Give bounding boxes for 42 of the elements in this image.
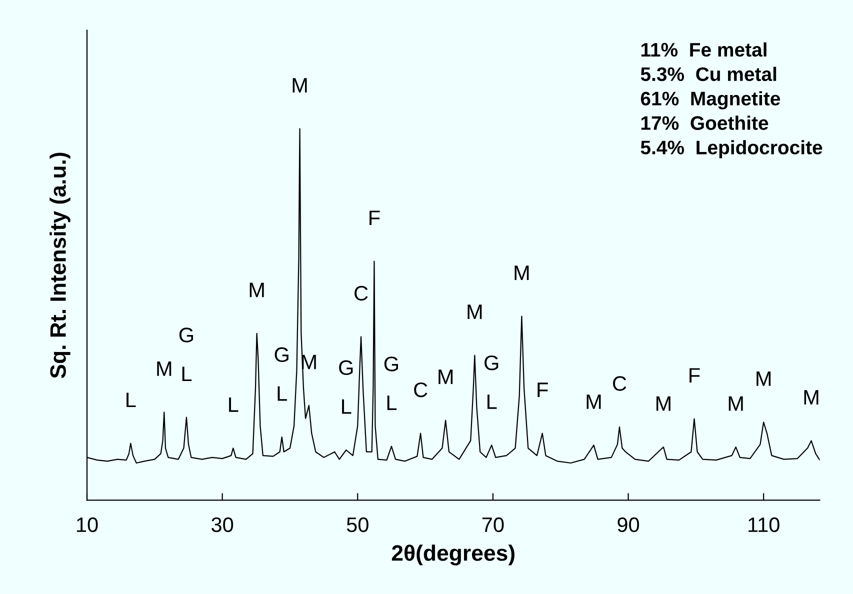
text: 5.3% Cu metal [640, 66, 776, 82]
annotation: 5.4% Lepidocrocite [640, 140, 822, 158]
x-tick-label: 110 [748, 517, 780, 532]
annotation: L [278, 386, 287, 401]
annotation: M [468, 304, 482, 320]
annotation: F [690, 368, 700, 383]
annotation: M [514, 266, 529, 280]
annotation: G [384, 356, 398, 372]
annotation: M [756, 372, 771, 386]
annotation: L [126, 392, 136, 408]
annotation: F [538, 382, 548, 398]
x-tick-label: 30 [212, 517, 234, 532]
annotation: C [613, 376, 626, 391]
annotation: M [438, 370, 453, 384]
annotation: G [274, 347, 288, 362]
annotation: L [342, 399, 352, 414]
annotation: F [370, 210, 380, 226]
annotation: M [656, 396, 670, 411]
x-tick-label: 70 [482, 517, 504, 532]
annotation: M [586, 394, 601, 409]
annotation: M [292, 78, 307, 92]
annotation: M [728, 396, 743, 411]
annotation: L [182, 366, 192, 382]
annotation: M [250, 282, 264, 298]
annotation: G [179, 328, 194, 342]
text: 11% Fe metal [641, 42, 766, 57]
annotation: M [157, 362, 172, 376]
annotation: G [484, 355, 498, 370]
x-tick-label: 10 [77, 517, 98, 532]
annotation: 17% Goethite [641, 116, 768, 130]
annotation: G [339, 360, 353, 376]
annotation: L [488, 394, 497, 409]
annotation: C [414, 382, 428, 398]
x-axis-title: 2θ(degrees) [392, 544, 514, 566]
y-axis-title: Sq. Rt. Intensity (a.u.) [50, 152, 70, 378]
annotation: L [387, 396, 397, 410]
text: 61% Magnetite [640, 91, 780, 110]
x-tick-label: 50 [346, 517, 368, 532]
x-tick-label: 90 [618, 517, 640, 532]
annotation: C [354, 286, 368, 301]
annotation: L [229, 398, 238, 412]
annotation: M [804, 390, 818, 404]
